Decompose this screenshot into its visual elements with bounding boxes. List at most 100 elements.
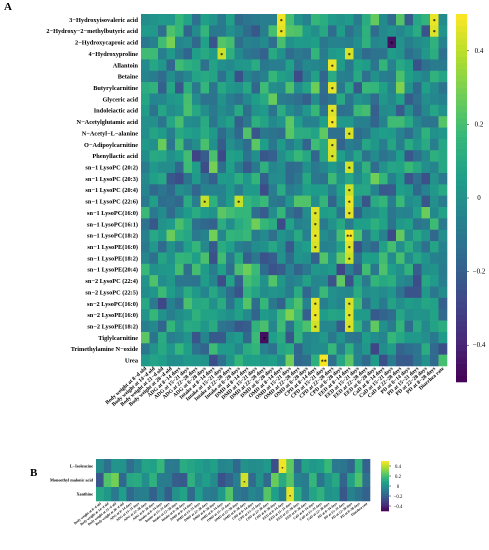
heatmap-cell: [345, 116, 354, 128]
heatmap-cell: [243, 309, 252, 321]
heatmap-cell: [387, 116, 397, 128]
heatmap-cell: [396, 195, 405, 208]
colorbar-segment: [456, 290, 467, 297]
heatmap-cell: [302, 150, 312, 162]
heatmap-cell: [234, 127, 244, 140]
heatmap-cell: [387, 59, 397, 72]
heatmap-cell: [234, 172, 244, 185]
heatmap-cell: [354, 487, 363, 502]
colorbar-segment: [381, 508, 389, 510]
heatmap-cell: [370, 48, 380, 60]
heatmap-cell: [260, 275, 269, 287]
heatmap-cell: [379, 252, 388, 265]
heatmap-cell: [370, 150, 380, 162]
heatmap-cell: [141, 297, 150, 310]
heatmap-cell: [277, 331, 286, 344]
heatmap-cell: [319, 275, 329, 287]
heatmap-cell: [430, 195, 439, 208]
heatmap-cell: [413, 252, 422, 265]
colorbar-tick-label: 0.2: [395, 475, 402, 480]
heatmap-cell: [260, 82, 269, 94]
heatmap-cell: [302, 297, 312, 310]
heatmap-cell: [285, 93, 295, 106]
heatmap-cell: [387, 241, 397, 253]
heatmap-cell: [278, 487, 287, 502]
heatmap-cell: [149, 354, 159, 367]
heatmap-cell: [430, 241, 439, 253]
significance-mark: *: [314, 303, 317, 309]
heatmap-cell: [141, 207, 150, 219]
heatmap-cell: [141, 331, 150, 344]
heatmap-cell: [260, 59, 269, 72]
heatmap-cell: [421, 286, 431, 299]
heatmap-cell: [183, 286, 193, 299]
heatmap-cell: [209, 275, 218, 287]
heatmap-cell: [226, 82, 235, 94]
heatmap-cell: [234, 116, 244, 128]
heatmap-cell: [404, 150, 414, 162]
heatmap-cell: [353, 331, 363, 344]
heatmap-cell: [396, 14, 405, 26]
heatmap-cell: [362, 354, 371, 367]
colorbar-segment: [381, 472, 389, 474]
heatmap-cell: [353, 184, 363, 196]
heatmap-cell: [234, 207, 244, 219]
heatmap-cell: [183, 138, 193, 151]
significance-mark: *: [237, 201, 240, 207]
heatmap-cell: [302, 93, 312, 106]
heatmap-cell: [379, 331, 388, 344]
heatmap-cell: [438, 320, 448, 333]
heatmap-cell: [319, 93, 329, 106]
heatmap-cell: [379, 116, 388, 128]
heatmap-cell: [379, 172, 388, 185]
heatmap-cell: [126, 459, 135, 474]
heatmap-cell: [413, 25, 422, 37]
heatmap-cell: [438, 36, 448, 49]
colorbar-segment: [456, 271, 467, 279]
heatmap-cell: [421, 150, 431, 162]
heatmap-cell: [324, 487, 333, 502]
heatmap-cell: [379, 70, 388, 83]
heatmap-cell: [217, 297, 227, 310]
heatmap-cell: [319, 36, 329, 49]
heatmap-cell: [362, 252, 371, 265]
heatmap-cell: [234, 331, 244, 344]
colorbar-segment: [381, 486, 389, 488]
heatmap-cell: [362, 82, 371, 94]
heatmap-cell: [413, 320, 422, 333]
heatmap-cell: [192, 354, 201, 367]
colorbar-segment: [456, 320, 467, 328]
heatmap-cell: [226, 354, 235, 367]
significance-mark: *: [314, 212, 317, 218]
heatmap-cell: [353, 14, 363, 26]
heatmap-cell: [345, 184, 354, 196]
heatmap-cell: [175, 263, 184, 276]
heatmap-cell: [302, 309, 312, 321]
heatmap-cell: [149, 286, 159, 299]
row-label: 4−Hydroxyproline: [88, 51, 138, 58]
heatmap-cell: [430, 82, 439, 94]
heatmap-cell: [438, 59, 448, 72]
heatmap-cell: [294, 297, 303, 310]
heatmap-cell: [294, 161, 303, 174]
heatmap-cell: [192, 48, 201, 60]
heatmap-cell: [200, 229, 210, 242]
heatmap-cell: [430, 127, 439, 140]
heatmap-cell: [192, 116, 201, 128]
heatmap-cell: [294, 150, 303, 162]
heatmap-cell: [421, 218, 431, 231]
heatmap-cell: [387, 207, 397, 219]
heatmap-cell: [370, 116, 380, 128]
heatmap-cell: [243, 229, 252, 242]
heatmap-cell: [277, 252, 286, 265]
heatmap-cell: [149, 473, 158, 488]
heatmap-cell: [251, 331, 261, 344]
heatmap-cell: [251, 138, 261, 151]
heatmap-cell: [430, 25, 439, 37]
heatmap-cell: [243, 138, 252, 151]
heatmap-cell: [149, 161, 159, 174]
heatmap-cell: [268, 286, 278, 299]
colorbar-segment: [456, 20, 467, 27]
heatmap-cell: [319, 116, 329, 128]
heatmap-cell: [302, 59, 312, 72]
